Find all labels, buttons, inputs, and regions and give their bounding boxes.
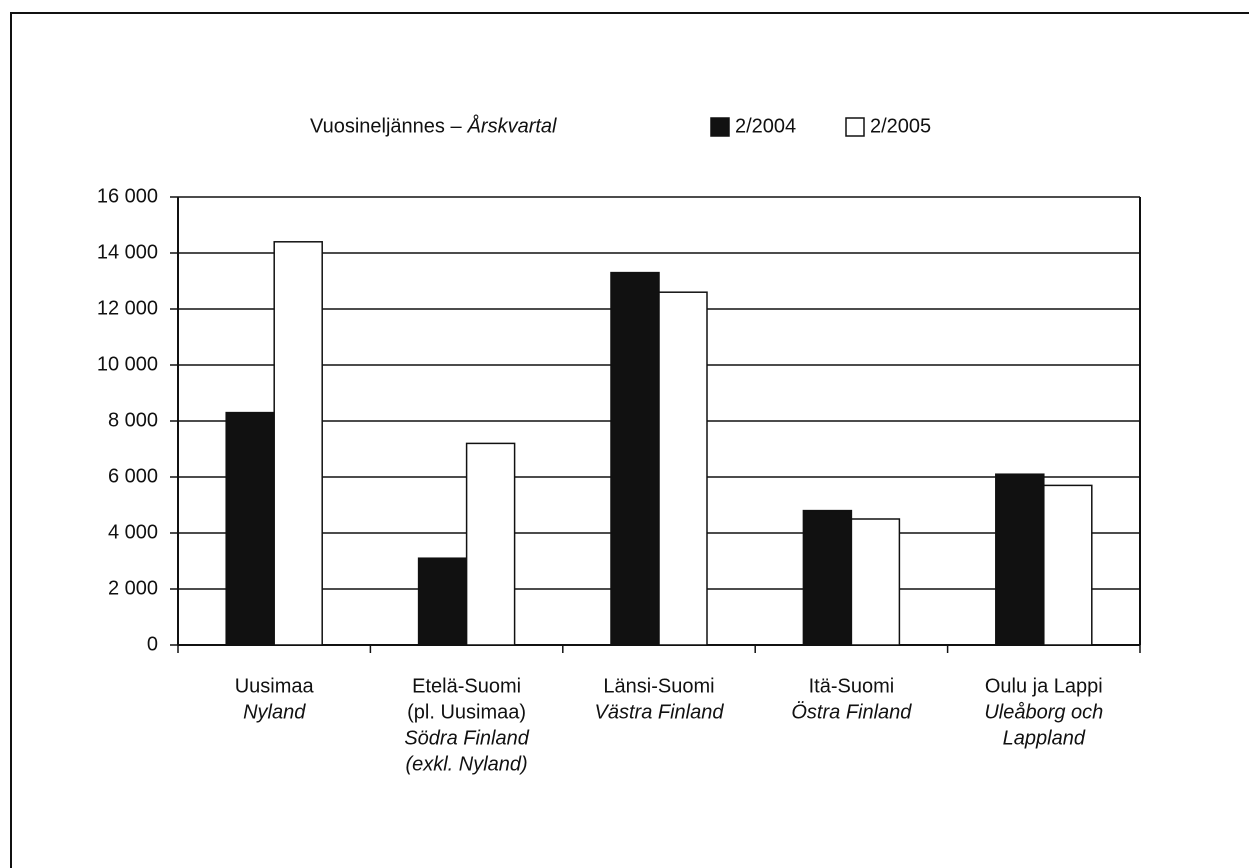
y-tick-label: 4 000	[108, 521, 158, 543]
bar	[995, 473, 1045, 646]
x-tick-label: Itä-Suomi	[809, 675, 895, 697]
frame	[10, 12, 1249, 868]
x-tick-label: Nyland	[243, 701, 306, 723]
y-tick-label: 6 000	[108, 465, 158, 487]
x-tick-label: Etelä-Suomi	[412, 675, 521, 697]
legend-title: Årskvartal	[467, 114, 557, 137]
y-tick-label: 8 000	[108, 409, 158, 431]
legend-label: 2/2004	[735, 115, 796, 137]
x-tick-label: (exkl. Nyland)	[405, 753, 527, 775]
bar	[417, 557, 468, 646]
x-tick-label: Uusimaa	[235, 675, 315, 697]
bar	[850, 518, 901, 646]
bar	[802, 509, 853, 646]
y-tick-label: 16 000	[97, 185, 158, 207]
y-tick-label: 12 000	[97, 297, 158, 319]
legend-swatch	[845, 117, 865, 137]
bar	[273, 241, 323, 646]
x-tick-label: Södra Finland	[404, 727, 529, 749]
legend-label: 2/2005	[870, 115, 931, 137]
bar	[658, 291, 708, 646]
y-tick-label: 10 000	[97, 353, 158, 375]
y-tick-label: 0	[147, 633, 158, 655]
x-tick-label: Länsi-Suomi	[603, 675, 714, 697]
x-tick-label: Västra Finland	[595, 701, 725, 723]
legend-title: Vuosineljännes –	[310, 115, 462, 137]
x-tick-label: Lappland	[1003, 727, 1086, 749]
bar	[225, 411, 275, 646]
x-tick-label: Uleåborg och	[984, 701, 1103, 723]
y-tick-label: 2 000	[108, 577, 158, 599]
x-tick-label: Oulu ja Lappi	[985, 675, 1103, 697]
bar	[465, 442, 516, 646]
y-tick-label: 14 000	[97, 241, 158, 263]
x-tick-label: (pl. Uusimaa)	[407, 701, 526, 723]
legend-swatch	[710, 117, 730, 137]
bar	[610, 271, 660, 646]
bar	[1043, 484, 1093, 646]
x-tick-label: Östra Finland	[791, 701, 912, 723]
